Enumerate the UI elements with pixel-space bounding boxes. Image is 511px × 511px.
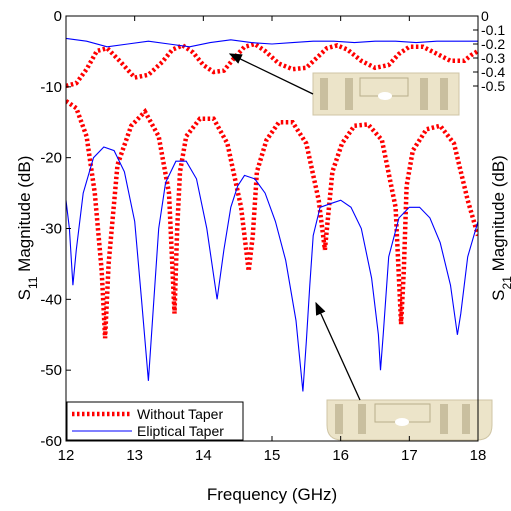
- x-tick-label: 16: [332, 447, 349, 464]
- x-tick-label: 14: [195, 447, 212, 464]
- series-line-s21-without-taper: [66, 41, 478, 89]
- y2-tick-label: 0: [481, 8, 489, 24]
- y-tick-label: -20: [40, 150, 62, 167]
- legend: Without Taper Eliptical Taper: [66, 401, 244, 441]
- annotation-arrow-s11: [315, 301, 361, 401]
- y2-tick-label: -0.2: [481, 36, 505, 52]
- y-tick-label: -40: [40, 291, 62, 308]
- y2-tick-label: -0.1: [481, 22, 505, 38]
- x-tick-label: 17: [401, 447, 418, 464]
- x-tick-label: 12: [58, 447, 75, 464]
- series-layer: [66, 37, 478, 392]
- x-tick-label: 18: [470, 447, 487, 464]
- legend-box: [66, 401, 244, 441]
- legend-label-eliptical-taper: Eliptical Taper: [137, 423, 224, 439]
- inset-image-without-taper: [312, 72, 460, 116]
- y2-tick-label: -0.5: [481, 78, 505, 94]
- series-line-s11-eliptical-taper: [66, 146, 478, 392]
- y-tick-label: -50: [40, 362, 62, 379]
- y-axis-label: S11 Magnitude (dB): [15, 156, 40, 301]
- series-line-s21-eliptical-taper: [66, 37, 478, 48]
- y2-axis-label: S21 Magnitude (dB): [489, 155, 511, 301]
- legend-label-without-taper: Without Taper: [137, 406, 223, 422]
- y2-tick-label: -0.4: [481, 64, 505, 80]
- x-axis-label: Frequency (GHz): [207, 485, 337, 504]
- ticks-layer: 12 13 14 15 16 17 180-10-20-30-40-50-600-0.1-0…: [40, 8, 505, 464]
- y-tick-label: -60: [40, 433, 62, 450]
- inset-image-eliptical-taper: [326, 399, 493, 441]
- series-line-s11-without-taper: [66, 99, 478, 339]
- annotation-arrow-s21: [228, 53, 314, 95]
- y-tick-label: -10: [40, 79, 62, 96]
- x-tick-label: 15: [264, 447, 281, 464]
- x-tick-label: 13: [126, 447, 143, 464]
- y-tick-label: 0: [54, 8, 62, 25]
- y2-tick-label: -0.3: [481, 50, 505, 66]
- y-tick-label: -30: [40, 221, 62, 238]
